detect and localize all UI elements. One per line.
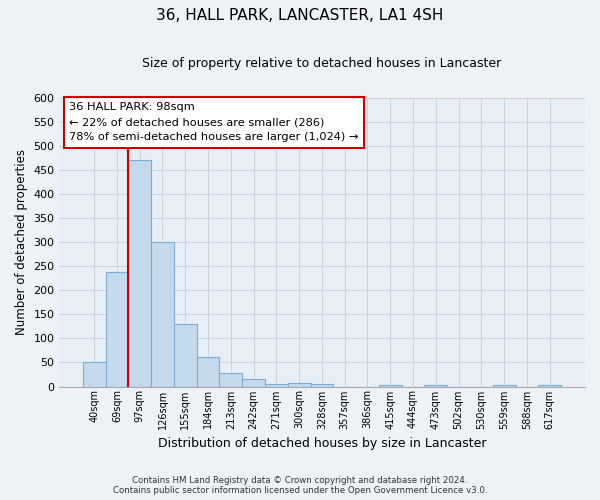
Text: Contains HM Land Registry data © Crown copyright and database right 2024.
Contai: Contains HM Land Registry data © Crown c…	[113, 476, 487, 495]
Bar	[106, 272, 128, 386]
Bar	[220, 372, 242, 386]
Bar	[83, 362, 106, 386]
Bar	[265, 384, 288, 386]
Bar	[424, 385, 447, 386]
Bar	[493, 384, 515, 386]
Bar	[174, 324, 197, 386]
Text: 36 HALL PARK: 98sqm
← 22% of detached houses are smaller (286)
78% of semi-detac: 36 HALL PARK: 98sqm ← 22% of detached ho…	[70, 102, 359, 142]
Bar	[311, 384, 334, 386]
Bar	[242, 379, 265, 386]
Bar	[151, 242, 174, 386]
X-axis label: Distribution of detached houses by size in Lancaster: Distribution of detached houses by size …	[158, 437, 486, 450]
Bar	[538, 384, 561, 386]
Text: 36, HALL PARK, LANCASTER, LA1 4SH: 36, HALL PARK, LANCASTER, LA1 4SH	[157, 8, 443, 22]
Bar	[128, 160, 151, 386]
Bar	[379, 385, 401, 386]
Bar	[197, 356, 220, 386]
Title: Size of property relative to detached houses in Lancaster: Size of property relative to detached ho…	[142, 58, 502, 70]
Y-axis label: Number of detached properties: Number of detached properties	[15, 150, 28, 336]
Bar	[288, 383, 311, 386]
